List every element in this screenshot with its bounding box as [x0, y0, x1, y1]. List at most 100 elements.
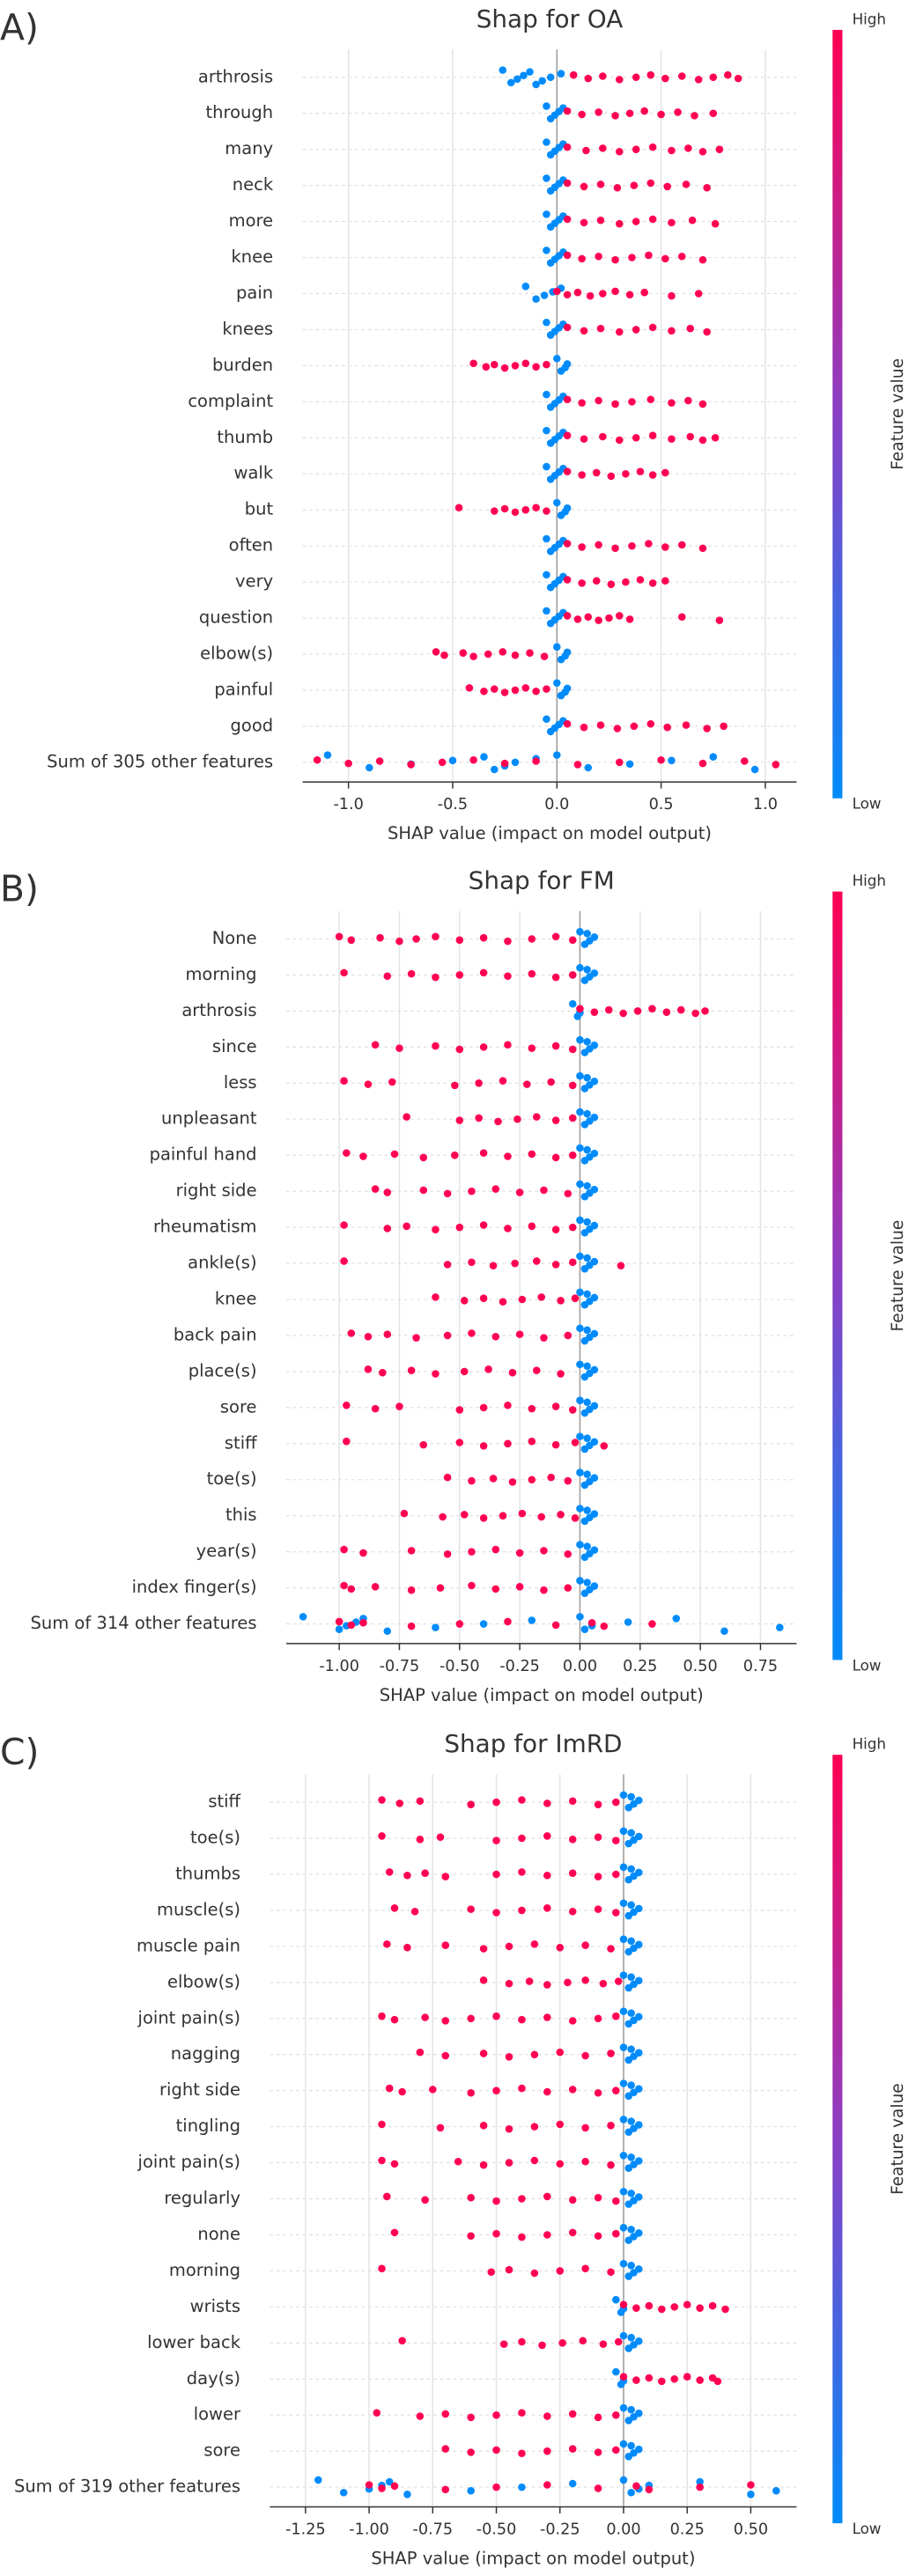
low-point: [576, 1108, 584, 1116]
high-point: [347, 1585, 356, 1593]
low-point: [619, 2152, 628, 2160]
high-point: [390, 2482, 399, 2491]
low-point: [576, 1577, 584, 1585]
low-point: [576, 928, 584, 936]
low-point: [635, 2121, 643, 2129]
high-point: [568, 1081, 577, 1090]
high-point: [451, 1151, 459, 1159]
high-point: [395, 1402, 403, 1410]
low-point: [576, 1505, 584, 1512]
high-point: [468, 1476, 476, 1485]
high-point: [543, 2447, 551, 2455]
high-point: [668, 327, 676, 335]
low-point: [583, 1434, 591, 1442]
low-point: [772, 2486, 780, 2495]
low-point: [635, 1940, 643, 1949]
high-point: [625, 109, 634, 118]
high-point: [595, 616, 602, 624]
high-point: [500, 504, 509, 513]
high-point: [564, 1331, 572, 1340]
high-point: [564, 1476, 572, 1485]
low-point: [521, 283, 530, 291]
high-point: [412, 1334, 420, 1342]
high-point: [581, 2264, 589, 2273]
high-point: [668, 218, 676, 227]
low-point: [385, 2477, 394, 2486]
low-point: [590, 1546, 599, 1554]
high-point: [715, 145, 724, 153]
high-point: [505, 2265, 513, 2274]
low-point: [467, 2486, 475, 2495]
high-point: [364, 1332, 373, 1341]
high-point: [455, 1620, 464, 1628]
low-point: [627, 2226, 635, 2234]
low-point: [635, 2229, 643, 2237]
high-point: [678, 72, 686, 80]
high-point: [419, 1153, 428, 1162]
x-tick-label: 0.5: [649, 796, 674, 813]
low-point: [627, 1865, 635, 1873]
feature-label: stiff: [208, 1792, 240, 1812]
high-point: [436, 2123, 445, 2132]
high-point: [500, 364, 509, 372]
high-point: [678, 541, 686, 549]
low-point: [635, 2049, 643, 2057]
high-point: [636, 576, 645, 584]
low-point: [619, 1827, 628, 1836]
high-point: [540, 652, 549, 660]
low-point: [543, 534, 550, 543]
high-point: [619, 2300, 628, 2309]
low-point: [635, 2193, 643, 2201]
colorbar-low: Low: [853, 795, 882, 813]
high-point: [573, 288, 582, 297]
low-point: [335, 1625, 344, 1633]
high-point: [594, 1833, 602, 1841]
high-point: [595, 396, 602, 405]
low-point: [619, 2116, 628, 2123]
high-point: [469, 755, 477, 764]
high-point: [611, 287, 619, 296]
high-point: [432, 648, 440, 656]
low-point: [538, 77, 546, 85]
high-point: [467, 2448, 475, 2456]
high-point: [564, 1549, 572, 1558]
feature-label: knee: [231, 247, 273, 267]
high-point: [441, 2017, 450, 2025]
high-point: [645, 2485, 654, 2493]
high-point: [564, 1978, 572, 1987]
high-point: [525, 1977, 534, 1985]
feature-label: morning: [185, 964, 256, 984]
high-point: [563, 720, 572, 728]
low-point: [583, 1073, 591, 1082]
panel-label: A): [0, 6, 39, 48]
high-point: [487, 2268, 496, 2276]
high-point: [595, 108, 602, 116]
high-point: [703, 725, 711, 732]
high-point: [720, 722, 728, 731]
high-point: [489, 1475, 498, 1483]
high-point: [632, 217, 640, 225]
high-point: [698, 544, 707, 553]
x-tick-label: -1.00: [319, 1658, 359, 1675]
high-point: [504, 1041, 512, 1049]
high-point: [571, 1294, 580, 1302]
high-point: [530, 2050, 539, 2058]
feature-label: Sum of 305 other features: [47, 751, 273, 771]
colorbar-low: Low: [853, 1656, 882, 1674]
high-point: [670, 2375, 679, 2383]
high-point: [388, 1078, 396, 1086]
low-point: [619, 1935, 628, 1943]
high-point: [378, 2012, 386, 2020]
high-point: [511, 362, 520, 370]
high-point: [395, 937, 403, 946]
high-point: [612, 1909, 620, 1917]
high-point: [616, 436, 624, 445]
low-point: [546, 73, 555, 82]
low-point: [590, 933, 599, 941]
feature-label: stiff: [225, 1432, 257, 1453]
high-point: [532, 1366, 541, 1374]
colorbar-label: Feature value: [889, 2083, 907, 2195]
low-point: [627, 1937, 635, 1946]
low-point: [553, 354, 561, 363]
high-point: [592, 577, 601, 585]
